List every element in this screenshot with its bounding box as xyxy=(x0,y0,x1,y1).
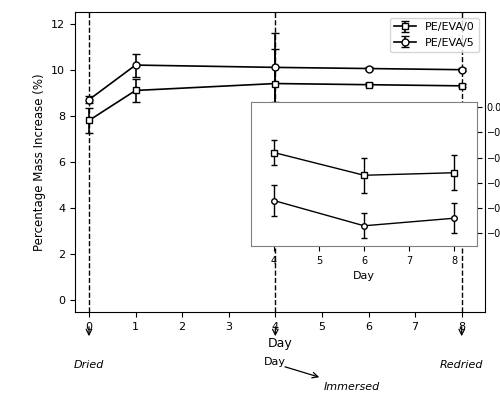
Text: Day: Day xyxy=(264,357,286,367)
X-axis label: Day: Day xyxy=(268,337,292,350)
Text: Immersed: Immersed xyxy=(324,382,380,392)
Text: Dried: Dried xyxy=(74,360,104,370)
Y-axis label: Percentage Mass Increase (%): Percentage Mass Increase (%) xyxy=(32,73,46,251)
Text: Redried: Redried xyxy=(440,360,484,370)
Legend: PE/EVA/0, PE/EVA/5: PE/EVA/0, PE/EVA/5 xyxy=(390,18,480,52)
